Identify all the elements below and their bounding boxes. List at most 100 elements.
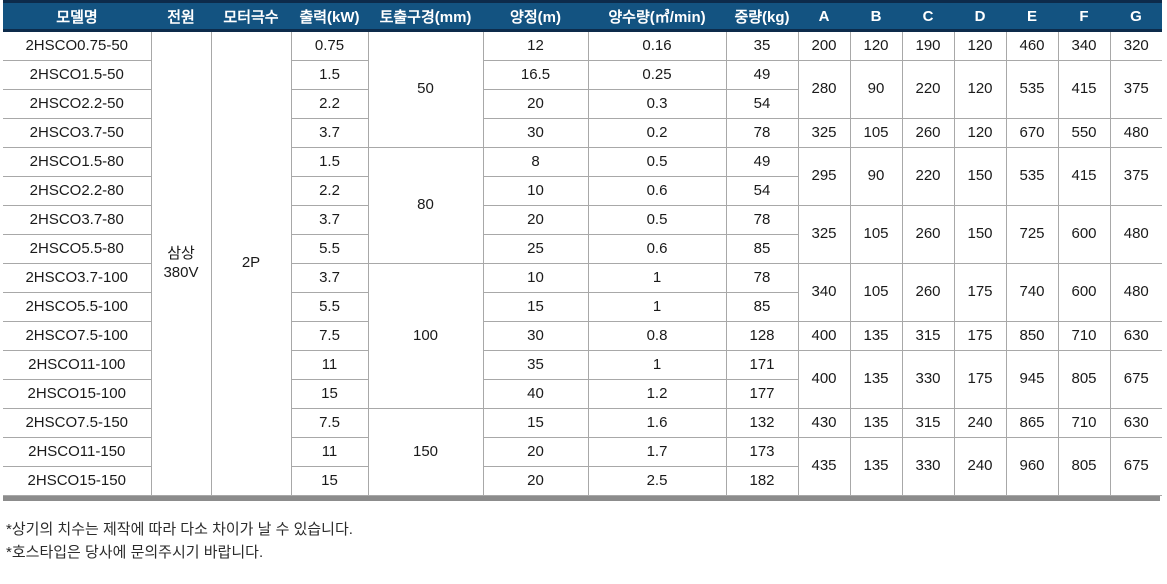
cell: 20: [482, 89, 589, 119]
cell: 175: [953, 350, 1007, 409]
cell: 7.5: [290, 408, 369, 438]
cell: 2.2: [290, 176, 369, 206]
table-row: 2HSCO3.7-100 3.7 100 10 1 78 340 105 260 175 740 60…: [3, 263, 1162, 409]
cell: 175: [953, 263, 1007, 322]
cell: 85: [725, 234, 798, 264]
column-header: 출력(kW): [291, 0, 368, 32]
cell: 15: [482, 408, 589, 438]
cell: 7.5: [290, 321, 369, 351]
cell: 460: [1005, 30, 1059, 61]
cell: 16.5: [482, 60, 589, 90]
cell: 330: [901, 437, 955, 496]
cell: 740: [1005, 263, 1059, 322]
cell: 173: [725, 437, 799, 467]
cell: 260: [901, 205, 955, 264]
cell: 1: [587, 263, 727, 293]
cell: 85: [725, 292, 798, 322]
column-header: D: [954, 0, 1006, 32]
cell: 128: [725, 321, 799, 351]
cell: 630: [1109, 321, 1162, 351]
cell: 850: [1005, 321, 1059, 351]
cell: 0.16: [587, 30, 727, 61]
model-cell: 2HSCO0.75-50: [3, 30, 152, 61]
cell: 260: [901, 263, 955, 322]
cell: 105: [849, 118, 903, 148]
model-cell: 2HSCO3.7-100: [3, 263, 152, 293]
cell: 132: [725, 408, 799, 438]
cell: 3.7: [290, 118, 369, 148]
cell: 340: [1057, 30, 1111, 61]
cell: 171: [725, 350, 799, 380]
cell: 280: [797, 60, 851, 119]
model-cell: 2HSCO3.7-50: [3, 118, 152, 148]
cell: 415: [1057, 147, 1111, 206]
cell: 480: [1109, 118, 1162, 148]
cell: 30: [482, 321, 589, 351]
cell: 960: [1005, 437, 1059, 496]
cell: 865: [1005, 408, 1059, 438]
cell: 725: [1005, 205, 1059, 264]
column-header: A: [798, 0, 850, 32]
cell: 11: [290, 350, 369, 380]
cell: 120: [953, 60, 1007, 119]
cell: 0.3: [587, 89, 727, 119]
cell: 135: [849, 321, 903, 351]
table-row: 2HSCO7.5-150 7.5 150 15 1.6 132 430 135 315 240 86…: [3, 408, 1162, 496]
cell: 49: [725, 60, 799, 90]
cell: 435: [797, 437, 851, 496]
cell: 120: [953, 118, 1007, 148]
cell: 182: [725, 466, 798, 496]
cell: 49: [725, 147, 799, 177]
cell: 20: [482, 205, 589, 235]
cell: 12: [482, 30, 589, 61]
column-header: E: [1006, 0, 1058, 32]
cell: 400: [797, 321, 851, 351]
cell: 0.75: [290, 30, 369, 61]
cell: 105: [849, 205, 903, 264]
footnotes: *상기의 치수는 제작에 따라 다소 차이가 날 수 있습니다. *호스타입은 …: [6, 518, 1163, 564]
cell: 320: [1109, 30, 1162, 61]
cell: 600: [1057, 263, 1111, 322]
cell: 480: [1109, 205, 1162, 264]
table-bottom-bar: [3, 496, 1160, 501]
cell: 135: [849, 437, 903, 496]
table-row: 2HSCO5.5-100 5.5 15 1 85: [3, 292, 1162, 322]
table-row: 2HSCO1.5-80 1.5 80 8 0.5 49 295 90 220 150 535 415 3…: [3, 147, 1162, 264]
column-header: G: [1110, 0, 1162, 32]
cell: 80: [367, 147, 484, 264]
cell: 0.8: [587, 321, 727, 351]
cell: 90: [849, 60, 903, 119]
cell: 710: [1057, 321, 1111, 351]
model-cell: 2HSCO2.2-80: [3, 176, 152, 206]
cell: 1.2: [587, 379, 727, 409]
cell: 805: [1057, 437, 1111, 496]
cell: 0.6: [587, 176, 727, 206]
cell: 105: [849, 263, 903, 322]
cell: 20: [482, 466, 589, 496]
cell: 1.5: [290, 60, 369, 90]
model-cell: 2HSCO3.7-80: [3, 205, 152, 235]
cell: 11: [290, 437, 369, 467]
cell: 330: [901, 350, 955, 409]
cell: 150: [367, 408, 484, 496]
cell: 0.2: [587, 118, 727, 148]
model-cell: 2HSCO7.5-150: [3, 408, 152, 438]
cell: 295: [797, 147, 851, 206]
table-body: 2HSCO0.75-50 삼상 380V 2P 0.75 50 12 0.16 35 200 12…: [3, 30, 1162, 496]
cell: 10: [482, 176, 589, 206]
column-header: 토출구경(mm): [368, 0, 483, 32]
cell: 1.5: [290, 147, 369, 177]
cell: 240: [953, 437, 1007, 496]
table-row: 2HSCO0.75-50 삼상 380V 2P 0.75 50 12 0.16 35 200 12…: [3, 30, 1162, 496]
pump-spec-table: 모델명 전원 모터극수 출력(kW) 토출구경(mm) 양정(m) 양수량(㎥/min) 중량…: [3, 0, 1162, 496]
cell: 945: [1005, 350, 1059, 409]
model-cell: 2HSCO15-100: [3, 379, 152, 409]
cell: 15: [290, 466, 369, 496]
cell: 5.5: [290, 234, 369, 264]
cell: 2.2: [290, 89, 369, 119]
cell: 0.5: [587, 147, 727, 177]
cell: 480: [1109, 263, 1162, 322]
cell: 175: [953, 321, 1007, 351]
cell: 78: [725, 118, 799, 148]
column-header: B: [850, 0, 902, 32]
